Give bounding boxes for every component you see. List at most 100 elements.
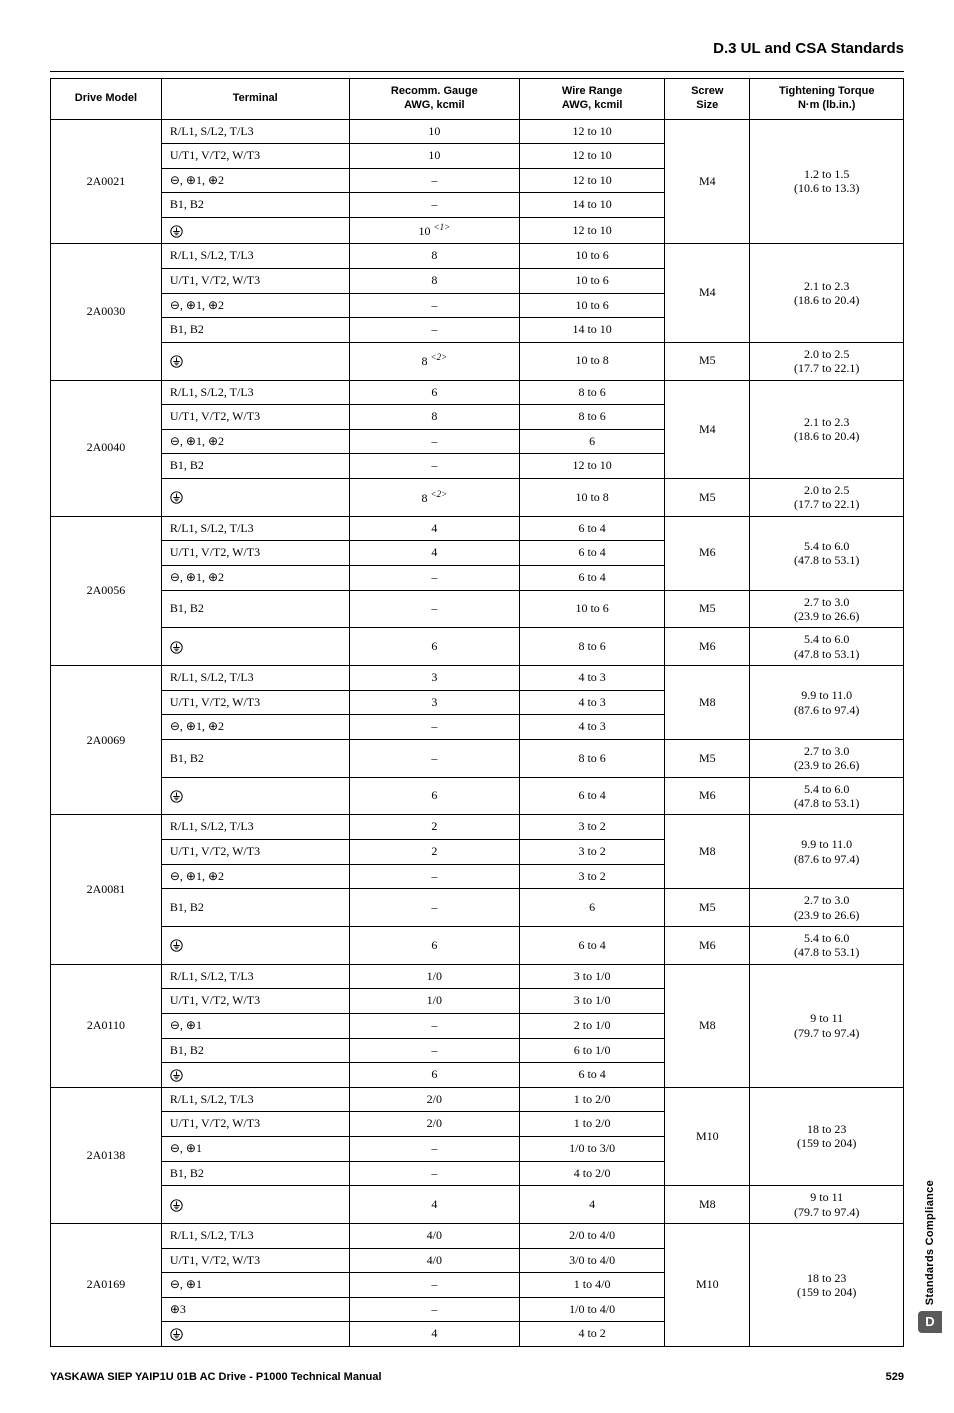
torque-cell: 9.9 to 11.0(87.6 to 97.4)	[750, 666, 904, 740]
column-header: Terminal	[161, 79, 349, 120]
wire-range-cell: 8 to 6	[520, 405, 665, 430]
screw-size-cell: M10	[665, 1223, 750, 1346]
torque-cell: 18 to 23(159 to 204)	[750, 1223, 904, 1346]
page-footer: YASKAWA SIEP YAIP1U 01B AC Drive - P1000…	[50, 1371, 904, 1383]
wire-range-cell: 6 to 4	[520, 927, 665, 965]
wire-range-cell: 12 to 10	[520, 168, 665, 193]
wire-range-cell: 12 to 10	[520, 217, 665, 244]
torque-cell: 5.4 to 6.0(47.8 to 53.1)	[750, 516, 904, 590]
terminal-cell: R/L1, S/L2, T/L3	[161, 516, 349, 541]
wire-gauge-table: Drive ModelTerminalRecomm. GaugeAWG, kcm…	[50, 78, 904, 1347]
torque-cell: 5.4 to 6.0(47.8 to 53.1)	[750, 927, 904, 965]
screw-size-cell: M6	[665, 628, 750, 666]
gauge-cell: 2	[349, 840, 520, 865]
screw-size-cell: M8	[665, 1186, 750, 1224]
wire-range-cell: 10 to 8	[520, 479, 665, 517]
gauge-cell: 4	[349, 1186, 520, 1224]
table-row: 2A0040R/L1, S/L2, T/L368 to 6M42.1 to 2.…	[51, 380, 904, 405]
wire-range-cell: 1/0 to 4/0	[520, 1297, 665, 1322]
torque-cell: 1.2 to 1.5(10.6 to 13.3)	[750, 119, 904, 244]
screw-size-cell: M5	[665, 342, 750, 380]
gauge-cell: 6	[349, 1063, 520, 1088]
screw-size-cell: M8	[665, 964, 750, 1087]
table-row: 2A0169R/L1, S/L2, T/L34/02/0 to 4/0M1018…	[51, 1223, 904, 1248]
torque-cell: 9 to 11(79.7 to 97.4)	[750, 964, 904, 1087]
screw-size-cell: M4	[665, 244, 750, 342]
table-row: B1, B2–10 to 6M52.7 to 3.0(23.9 to 26.6)	[51, 590, 904, 628]
wire-range-cell: 6 to 4	[520, 777, 665, 815]
gauge-cell: –	[349, 889, 520, 927]
terminal-cell: R/L1, S/L2, T/L3	[161, 964, 349, 989]
gauge-cell: –	[349, 590, 520, 628]
screw-size-cell: M6	[665, 777, 750, 815]
terminal-cell: U/T1, V/T2, W/T3	[161, 541, 349, 566]
ground-icon	[161, 777, 349, 815]
terminal-cell: B1, B2	[161, 590, 349, 628]
wire-range-cell: 6 to 4	[520, 541, 665, 566]
gauge-cell: –	[349, 193, 520, 218]
ground-icon	[161, 628, 349, 666]
terminal-cell: R/L1, S/L2, T/L3	[161, 380, 349, 405]
gauge-cell: 4/0	[349, 1223, 520, 1248]
column-header: Recomm. GaugeAWG, kcmil	[349, 79, 520, 120]
column-header: Wire RangeAWG, kcmil	[520, 79, 665, 120]
gauge-cell: 1/0	[349, 964, 520, 989]
wire-range-cell: 14 to 10	[520, 318, 665, 343]
wire-range-cell: 4 to 3	[520, 690, 665, 715]
wire-range-cell: 3/0 to 4/0	[520, 1248, 665, 1273]
wire-range-cell: 6	[520, 889, 665, 927]
drive-model-cell: 2A0040	[51, 380, 162, 516]
torque-cell: 5.4 to 6.0(47.8 to 53.1)	[750, 628, 904, 666]
wire-range-cell: 6 to 1/0	[520, 1038, 665, 1063]
table-row: B1, B2–8 to 6M52.7 to 3.0(23.9 to 26.6)	[51, 739, 904, 777]
wire-range-cell: 1 to 2/0	[520, 1112, 665, 1137]
header-rule	[50, 71, 904, 72]
wire-range-cell: 12 to 10	[520, 144, 665, 169]
torque-cell: 9.9 to 11.0(87.6 to 97.4)	[750, 815, 904, 889]
wire-range-cell: 10 to 6	[520, 269, 665, 294]
screw-size-cell: M4	[665, 380, 750, 478]
wire-range-cell: 12 to 10	[520, 119, 665, 144]
torque-cell: 2.1 to 2.3(18.6 to 20.4)	[750, 244, 904, 342]
gauge-cell: 4	[349, 516, 520, 541]
terminal-cell: R/L1, S/L2, T/L3	[161, 1223, 349, 1248]
torque-cell: 2.7 to 3.0(23.9 to 26.6)	[750, 590, 904, 628]
drive-model-cell: 2A0021	[51, 119, 162, 244]
wire-range-cell: 1 to 2/0	[520, 1087, 665, 1112]
gauge-cell: –	[349, 1038, 520, 1063]
gauge-cell: 6	[349, 777, 520, 815]
ground-icon	[161, 217, 349, 244]
torque-cell: 2.0 to 2.5(17.7 to 22.1)	[750, 479, 904, 517]
gauge-cell: 2/0	[349, 1087, 520, 1112]
wire-range-cell: 2/0 to 4/0	[520, 1223, 665, 1248]
table-row: 8 <2>10 to 8M52.0 to 2.5(17.7 to 22.1)	[51, 342, 904, 380]
wire-range-cell: 4 to 3	[520, 715, 665, 740]
screw-size-cell: M6	[665, 516, 750, 590]
torque-cell: 18 to 23(159 to 204)	[750, 1087, 904, 1185]
terminal-cell: U/T1, V/T2, W/T3	[161, 144, 349, 169]
table-row: 2A0069R/L1, S/L2, T/L334 to 3M89.9 to 11…	[51, 666, 904, 691]
screw-size-cell: M8	[665, 815, 750, 889]
wire-range-cell: 4 to 2/0	[520, 1161, 665, 1186]
screw-size-cell: M10	[665, 1087, 750, 1185]
gauge-cell: –	[349, 1297, 520, 1322]
drive-model-cell: 2A0138	[51, 1087, 162, 1223]
side-tab-label: Standards Compliance	[924, 1180, 936, 1305]
terminal-cell: B1, B2	[161, 454, 349, 479]
gauge-cell: 3	[349, 690, 520, 715]
screw-size-cell: M8	[665, 666, 750, 740]
terminal-cell: B1, B2	[161, 889, 349, 927]
terminal-cell: ⊖, ⊕1, ⊕2	[161, 293, 349, 318]
terminal-cell: R/L1, S/L2, T/L3	[161, 666, 349, 691]
ground-icon	[161, 1322, 349, 1347]
gauge-cell: 6	[349, 927, 520, 965]
wire-range-cell: 10 to 6	[520, 293, 665, 318]
gauge-cell: –	[349, 454, 520, 479]
gauge-cell: –	[349, 1161, 520, 1186]
screw-size-cell: M5	[665, 590, 750, 628]
table-row: 66 to 4M65.4 to 6.0(47.8 to 53.1)	[51, 927, 904, 965]
wire-range-cell: 3 to 2	[520, 840, 665, 865]
gauge-cell: 8	[349, 405, 520, 430]
table-header-row: Drive ModelTerminalRecomm. GaugeAWG, kcm…	[51, 79, 904, 120]
table-row: B1, B2–6M52.7 to 3.0(23.9 to 26.6)	[51, 889, 904, 927]
